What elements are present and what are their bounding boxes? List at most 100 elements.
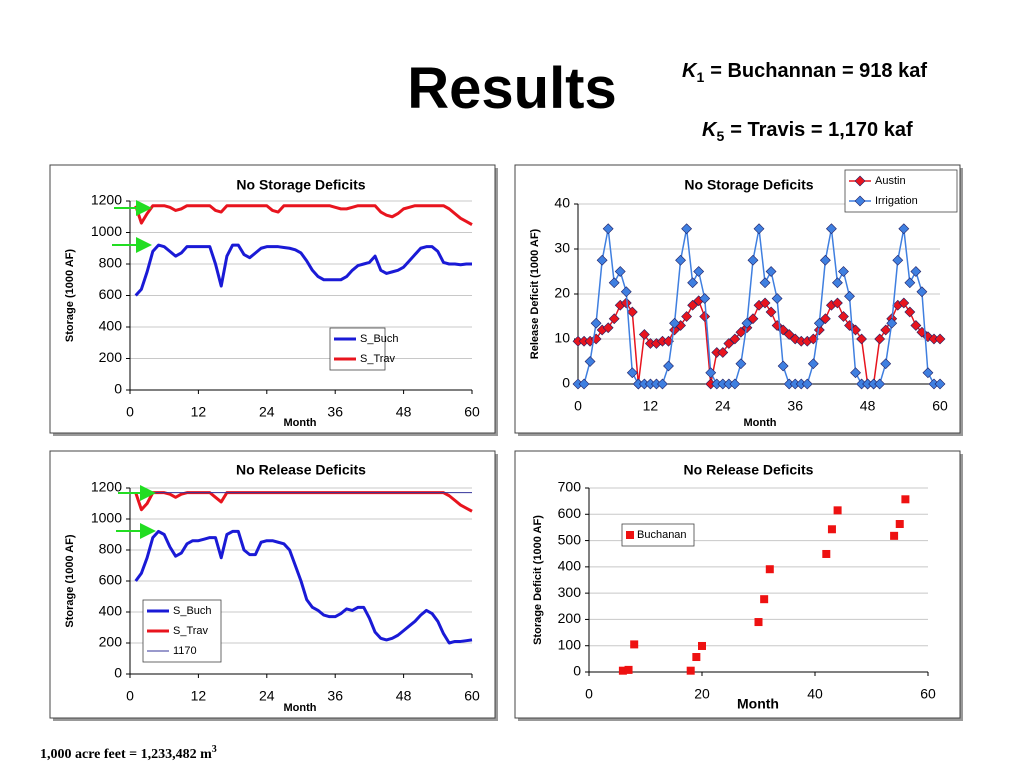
footer-text: 1,000 acre feet = 1,233,482 m [40, 747, 212, 762]
y-tick-label: 0 [573, 663, 581, 679]
y-tick-label: 100 [558, 636, 582, 652]
x-axis-label: Month [284, 417, 317, 429]
marker [844, 290, 855, 302]
marker [892, 254, 904, 266]
y-tick-label: 200 [99, 634, 123, 650]
marker [874, 333, 886, 345]
y-tick-label: 600 [99, 572, 123, 588]
marker [735, 326, 747, 338]
x-tick-label: 20 [694, 686, 710, 702]
marker [838, 311, 849, 322]
note-text: = Travis = 1,170 kaf [730, 119, 913, 141]
note: K5 = Travis = 1,170 kaf [702, 119, 913, 144]
x-tick-label: 24 [259, 688, 275, 704]
marker [819, 254, 831, 266]
marker [874, 378, 886, 390]
y-axis-label: Storage Deficit (1000 AF) [532, 515, 544, 645]
marker [910, 320, 922, 331]
marker [880, 358, 892, 370]
marker [608, 313, 620, 325]
x-tick-label: 36 [787, 398, 803, 414]
note-symbol: K [682, 60, 698, 82]
chart-title: No Release Deficits [236, 462, 366, 478]
marker [754, 618, 763, 627]
series-line [134, 204, 473, 226]
x-tick-label: 60 [464, 404, 480, 420]
marker [669, 317, 680, 329]
marker [771, 293, 783, 304]
y-tick-label: 800 [99, 541, 123, 557]
marker [822, 549, 831, 558]
arrows [112, 200, 156, 539]
marker [854, 175, 866, 187]
marker [614, 266, 626, 277]
marker [904, 306, 916, 318]
y-tick-label: 600 [99, 286, 123, 302]
charts: No Storage Deficits020040060080010001200… [49, 164, 963, 721]
chart-title: No Storage Deficits [236, 177, 365, 193]
y-tick-label: 200 [99, 349, 123, 365]
y-tick-label: 0 [114, 381, 122, 397]
marker [783, 329, 795, 340]
y-tick-label: 20 [554, 285, 570, 301]
marker [759, 277, 771, 289]
y-tick-label: 400 [99, 603, 123, 619]
marker [584, 356, 596, 367]
x-tick-label: 12 [643, 398, 659, 414]
note-symbol: K [702, 119, 718, 141]
marker [693, 266, 705, 277]
marker [626, 531, 634, 539]
marker [777, 360, 789, 372]
y-tick-label: 30 [554, 240, 570, 256]
y-tick-label: 10 [554, 330, 570, 346]
legend-label: S_Buch [360, 333, 399, 345]
marker [760, 595, 769, 604]
marker [854, 195, 866, 207]
marker [856, 333, 867, 345]
marker [705, 367, 717, 379]
x-axis-label: Month [744, 417, 777, 429]
y-axis-label: Storage (1000 AF) [64, 249, 76, 342]
marker [753, 223, 765, 235]
marker [813, 317, 825, 329]
x-tick-label: 12 [191, 404, 207, 420]
legend-box [844, 169, 958, 213]
marker [626, 367, 638, 379]
footer: 1,000 acre feet = 1,233,482 m3 [40, 744, 217, 762]
legend-box [621, 523, 695, 547]
footer-superscript: 3 [212, 744, 217, 755]
marker [729, 378, 741, 390]
marker [669, 324, 680, 336]
legend-label: S_Trav [173, 625, 209, 637]
marker [620, 286, 632, 298]
marker [765, 306, 777, 318]
marker [596, 254, 608, 266]
marker [934, 378, 946, 390]
marker [825, 223, 837, 235]
marker [741, 317, 753, 329]
x-tick-label: 0 [126, 404, 134, 420]
x-axis-label: Month [737, 696, 779, 712]
series-line [134, 529, 473, 645]
y-axis-label: Storage (1000 AF) [64, 534, 76, 627]
y-tick-label: 400 [99, 318, 123, 334]
marker [819, 313, 831, 325]
x-axis-label: Month [284, 702, 317, 714]
marker [675, 254, 686, 266]
x-tick-label: 36 [327, 404, 343, 420]
x-tick-label: 0 [126, 688, 134, 704]
marker [890, 531, 899, 540]
marker [618, 666, 627, 675]
legend-label: Austin [875, 175, 906, 187]
x-tick-label: 24 [259, 404, 275, 420]
chart-title: No Release Deficits [684, 462, 814, 478]
marker [729, 333, 741, 345]
y-tick-label: 600 [558, 505, 582, 521]
marker [663, 360, 674, 372]
note-text: = Buchannan = 918 kaf [710, 60, 927, 82]
panel [514, 450, 961, 719]
marker [910, 266, 922, 277]
marker [717, 347, 729, 358]
x-tick-label: 36 [327, 688, 343, 704]
